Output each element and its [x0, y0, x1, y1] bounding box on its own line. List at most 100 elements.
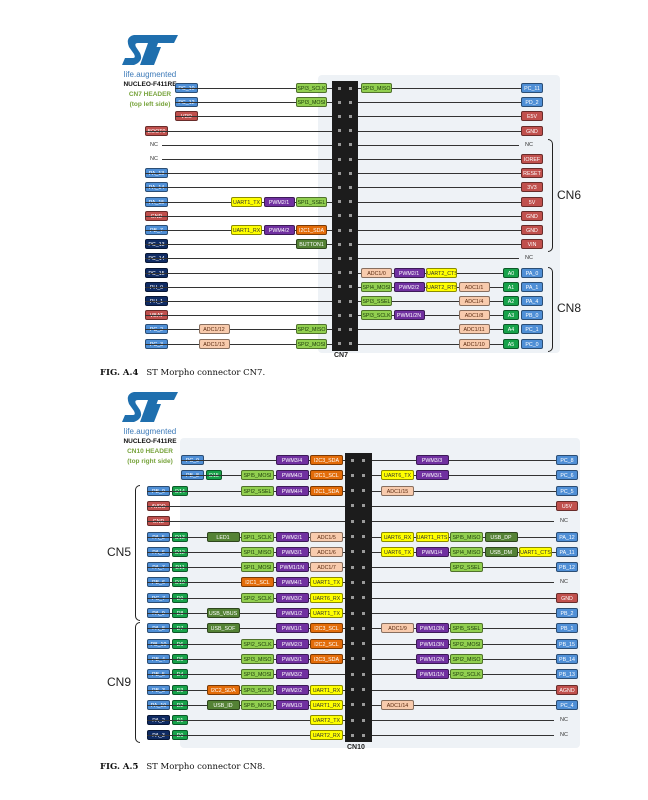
- function-uart1-cts[interactable]: UART1_CTS: [519, 546, 552, 557]
- function-button1[interactable]: BUTTON1: [296, 239, 327, 250]
- function-usb-sof[interactable]: USB_SOF: [206, 623, 240, 634]
- function-spi2-mosi[interactable]: SPI2_MOSI: [450, 638, 483, 649]
- pin-3v3[interactable]: 3V3: [521, 182, 543, 193]
- function-spi4-miso[interactable]: SPI4_MISO: [450, 546, 483, 557]
- function-pwm4-4[interactable]: PWM4/4: [275, 485, 309, 496]
- function-spi2-sclk[interactable]: SPI2_SCLK: [241, 638, 274, 649]
- function-i2c3-sda[interactable]: I2C3_SDA: [310, 455, 343, 465]
- function-i2c1-sda[interactable]: I2C1_SDA: [296, 225, 327, 235]
- function-spi1-ssel[interactable]: SPI1_SSEL: [296, 196, 327, 207]
- function-spi3-mosi[interactable]: SPI3_MOSI: [296, 97, 327, 108]
- function-pwm2-1[interactable]: PWM2/1: [263, 196, 295, 207]
- pin-vin[interactable]: VIN: [521, 239, 543, 250]
- pin-pc-0[interactable]: PC_0: [521, 338, 543, 349]
- function-usb-dp[interactable]: USB_DP: [484, 531, 518, 542]
- pin-pb-14[interactable]: PB_14: [556, 653, 578, 664]
- function-pwm4-3[interactable]: PWM4/3: [275, 470, 309, 481]
- function-spi1-miso[interactable]: SPI1_MISO: [241, 546, 274, 557]
- function-adc1-8[interactable]: ADC1/8: [458, 310, 490, 321]
- function-pwm1-1[interactable]: PWM1/1: [275, 623, 309, 634]
- pin-pc-6[interactable]: PC_6: [556, 470, 578, 481]
- pin-ioref[interactable]: IOREF: [521, 154, 543, 164]
- pin-u5v[interactable]: U5V: [556, 500, 578, 511]
- pin-pb-2[interactable]: PB_2: [556, 608, 578, 618]
- pin-pa-12[interactable]: PA_12: [556, 531, 578, 542]
- function-spi3-sclk[interactable]: SPI3_SCLK: [361, 310, 392, 321]
- pin-a1[interactable]: A1: [503, 281, 519, 292]
- function-spi5-mosi[interactable]: SPI5_MOSI: [241, 470, 274, 481]
- function-adc1-0[interactable]: ADC1/0: [361, 267, 392, 278]
- pin-5v[interactable]: 5V: [521, 196, 543, 207]
- function-usb-id[interactable]: USB_ID: [206, 699, 240, 710]
- pin-pc-8[interactable]: PC_8: [556, 455, 578, 465]
- pin-a4[interactable]: A4: [503, 324, 519, 335]
- function-spi5-ssel[interactable]: SPI5_SSEL: [450, 623, 483, 634]
- function-spi2-ssel[interactable]: SPI2_SSEL: [450, 562, 483, 573]
- pin-pc-1[interactable]: PC_1: [521, 324, 543, 335]
- function-pwm2-1[interactable]: PWM2/1: [275, 531, 309, 542]
- pin-a0[interactable]: A0: [503, 267, 519, 278]
- pin-a3[interactable]: A3: [503, 310, 519, 321]
- pin-pd-2[interactable]: PD_2: [521, 97, 543, 108]
- function-uart6-tx[interactable]: UART6_TX: [381, 546, 414, 557]
- function-adc1-10[interactable]: ADC1/10: [458, 338, 490, 349]
- pin-reset[interactable]: RESET: [521, 168, 543, 179]
- function-pwm2-1[interactable]: PWM2/1: [393, 267, 425, 278]
- function-led1[interactable]: LED1: [206, 531, 240, 542]
- function-pwm1-1n[interactable]: PWM1/1N: [415, 669, 449, 680]
- pin-gnd[interactable]: GND: [556, 592, 578, 603]
- pin-pb-15[interactable]: PB_15: [556, 638, 578, 649]
- function-spi2-sclk[interactable]: SPI2_SCLK: [241, 592, 274, 603]
- function-uart1-rx[interactable]: UART1_RX: [310, 699, 343, 710]
- pin-gnd[interactable]: GND: [521, 125, 543, 136]
- function-spi3-sclk[interactable]: SPI3_SCLK: [296, 83, 327, 93]
- function-adc1-7[interactable]: ADC1/7: [310, 562, 343, 573]
- function-adc1-5[interactable]: ADC1/5: [310, 531, 343, 542]
- function-i2c2-scl[interactable]: I2C2_SCL: [310, 638, 343, 649]
- function-adc1-12[interactable]: ADC1/12: [198, 324, 230, 335]
- pin-a2[interactable]: A2: [503, 296, 519, 306]
- pin-pa-4[interactable]: PA_4: [521, 296, 543, 306]
- function-pwm3-1[interactable]: PWM3/1: [275, 653, 309, 664]
- pin-pa-0[interactable]: PA_0: [521, 267, 543, 278]
- function-uart1-rx[interactable]: UART1_RX: [231, 225, 262, 235]
- function-i2c1-sda[interactable]: I2C1_SDA: [310, 485, 343, 496]
- function-spi3-ssel[interactable]: SPI3_SSEL: [361, 296, 392, 306]
- function-uart6-rx[interactable]: UART6_RX: [310, 592, 343, 603]
- function-pwm1-2[interactable]: PWM1/2: [275, 608, 309, 618]
- pin-pa-11[interactable]: PA_11: [556, 546, 578, 557]
- function-adc1-6[interactable]: ADC1/6: [310, 546, 343, 557]
- pin-pc-5[interactable]: PC_5: [556, 485, 578, 496]
- function-pwm3-1[interactable]: PWM3/1: [415, 470, 449, 481]
- function-uart1-rts[interactable]: UART1_RTS: [415, 531, 449, 542]
- function-spi3-miso[interactable]: SPI3_MISO: [241, 653, 274, 664]
- pin-pa-1[interactable]: PA_1: [521, 281, 543, 292]
- function-uart2-cts[interactable]: UART2_CTS: [426, 267, 457, 278]
- function-spi5-miso[interactable]: SPI5_MISO: [450, 531, 483, 542]
- pin-pc-4[interactable]: PC_4: [556, 699, 578, 710]
- function-spi3-miso[interactable]: SPI3_MISO: [361, 83, 392, 93]
- function-spi2-mosi[interactable]: SPI2_MOSI: [296, 338, 327, 349]
- function-spi2-miso[interactable]: SPI2_MISO: [450, 653, 483, 664]
- function-uart1-tx[interactable]: UART1_TX: [310, 608, 343, 618]
- function-pwm3-4[interactable]: PWM3/4: [275, 455, 309, 465]
- function-spi5-mosi[interactable]: SPI5_MOSI: [241, 699, 274, 710]
- function-uart1-tx[interactable]: UART1_TX: [231, 196, 262, 207]
- function-adc1-4[interactable]: ADC1/4: [458, 296, 490, 306]
- pin-gnd[interactable]: GND: [521, 225, 543, 235]
- pin-agnd[interactable]: AGND: [556, 684, 578, 695]
- function-uart2-rx[interactable]: UART2_RX: [310, 730, 343, 741]
- function-adc1-14[interactable]: ADC1/14: [381, 699, 414, 710]
- function-pwm3-2[interactable]: PWM3/2: [275, 669, 309, 680]
- function-pwm2-2[interactable]: PWM2/2: [275, 684, 309, 695]
- function-pwm4-1[interactable]: PWM4/1: [275, 577, 309, 588]
- function-adc1-9[interactable]: ADC1/9: [381, 623, 414, 634]
- function-uart2-tx[interactable]: UART2_TX: [310, 715, 343, 726]
- function-spi3-mosi[interactable]: SPI3_MOSI: [241, 669, 274, 680]
- function-adc1-13[interactable]: ADC1/13: [198, 338, 230, 349]
- function-spi2-ssel[interactable]: SPI2_SSEL: [241, 485, 274, 496]
- function-spi1-sclk[interactable]: SPI1_SCLK: [241, 531, 274, 542]
- function-spi2-miso[interactable]: SPI2_MISO: [296, 324, 327, 335]
- function-pwm2-3[interactable]: PWM2/3: [275, 638, 309, 649]
- function-spi3-sclk[interactable]: SPI3_SCLK: [241, 684, 274, 695]
